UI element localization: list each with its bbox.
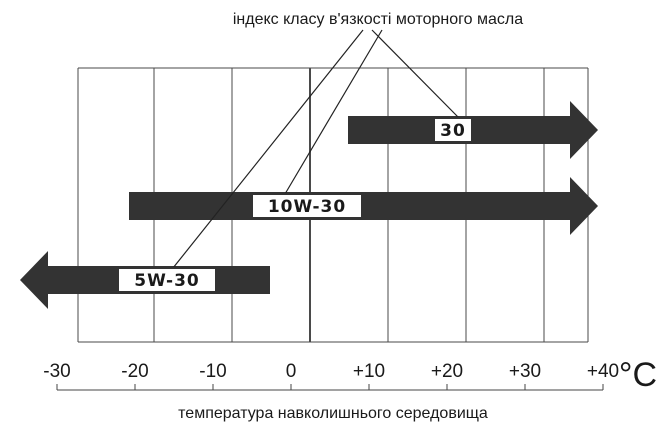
- leader-line: [371, 29, 460, 119]
- scale-tick-label: -10: [199, 361, 226, 382]
- scale-tick-label: +30: [509, 361, 541, 382]
- oil-grade-badge: [117, 267, 217, 293]
- oil-grade-label: 5W-30: [134, 271, 200, 291]
- oil-grade-label: 10W-30: [268, 197, 346, 217]
- oil-grade-badge: [251, 193, 363, 219]
- top-caption: індекс класу в'язкості моторного масла: [233, 11, 523, 28]
- scale-tick-label: +10: [353, 361, 385, 382]
- bottom-caption: температура навколишнього середовища: [178, 405, 488, 422]
- scale-tick-label: -20: [121, 361, 148, 382]
- oil-grade-label: 30: [440, 121, 466, 141]
- oil-grade-badge: [433, 117, 473, 143]
- scale-tick-label: +40: [587, 361, 619, 382]
- leader-line: [172, 29, 364, 269]
- oil-range-arrow: [129, 177, 598, 235]
- celsius-unit-label: °C: [619, 356, 657, 394]
- scale-tick-label: 0: [286, 361, 297, 382]
- temperature-scale: -30 -20 -10 0 +10 +20 +30 +40: [43, 361, 619, 391]
- oil-grade-labels: 30 10W-30 5W-30: [117, 117, 473, 293]
- scale-tick-label: +20: [431, 361, 463, 382]
- leader-line: [284, 29, 383, 195]
- caption-leader-lines: [172, 29, 460, 269]
- scale-tick-label: -30: [43, 361, 70, 382]
